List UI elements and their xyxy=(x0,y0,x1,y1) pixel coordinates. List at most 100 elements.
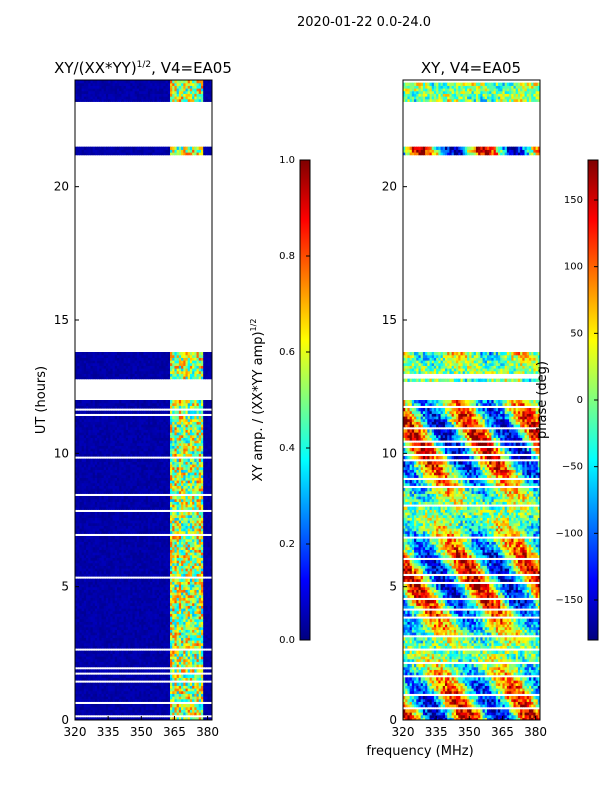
left-heatmap-cell xyxy=(128,650,131,654)
left-heatmap-cell xyxy=(176,677,180,681)
left-heatmap-cell xyxy=(145,528,149,532)
left-heatmap-cell xyxy=(176,685,180,689)
left-heatmap-cell xyxy=(110,490,114,494)
left-heatmap-cell xyxy=(189,602,193,606)
left-heatmap-cell xyxy=(75,568,78,572)
left-heatmap-cell xyxy=(108,602,111,606)
left-heatmap-cell xyxy=(194,712,198,716)
left-heatmap-cell xyxy=(141,554,145,558)
left-heatmap-cell xyxy=(125,653,129,657)
left-heatmap-cell xyxy=(205,546,209,550)
left-heatmap-cell xyxy=(167,693,171,697)
left-heatmap-cell xyxy=(174,525,178,529)
left-heatmap-cell xyxy=(174,482,178,486)
left-heatmap-cell xyxy=(163,525,167,529)
left-heatmap-cell xyxy=(198,677,202,681)
left-heatmap-cell xyxy=(83,586,87,590)
left-heatmap-cell xyxy=(139,552,142,556)
left-heatmap-cell xyxy=(181,682,184,686)
left-heatmap-cell xyxy=(114,480,118,484)
left-heatmap-cell xyxy=(75,674,78,678)
left-heatmap-cell xyxy=(170,618,173,622)
left-heatmap-cell xyxy=(114,618,118,622)
left-heatmap-cell xyxy=(97,501,100,505)
left-heatmap-cell xyxy=(79,629,83,633)
left-heatmap-cell xyxy=(125,712,129,716)
left-heatmap-cell xyxy=(130,520,134,524)
left-heatmap-cell xyxy=(183,525,187,529)
left-heatmap-cell xyxy=(97,525,100,529)
left-heatmap-cell xyxy=(154,600,158,604)
left-heatmap-cell xyxy=(185,706,189,710)
left-heatmap-cell xyxy=(165,504,169,508)
left-heatmap-cell xyxy=(165,517,169,521)
left-heatmap-cell xyxy=(112,669,116,673)
left-heatmap-cell xyxy=(79,589,83,593)
left-heatmap-cell xyxy=(189,626,193,630)
left-heatmap-cell xyxy=(147,640,151,644)
left-heatmap-cell xyxy=(150,712,153,716)
left-heatmap-cell xyxy=(170,696,173,700)
left-heatmap-cell xyxy=(134,717,138,720)
left-heatmap-cell xyxy=(119,501,123,505)
left-heatmap-cell xyxy=(90,704,94,708)
left-heatmap-cell xyxy=(121,597,125,601)
left-heatmap-cell xyxy=(143,549,147,553)
left-heatmap-cell xyxy=(116,549,120,553)
left-heatmap-cell xyxy=(143,650,147,654)
left-heatmap-cell xyxy=(79,645,83,649)
left-heatmap-cell xyxy=(112,477,116,481)
left-heatmap-cell xyxy=(207,656,211,660)
left-heatmap-cell xyxy=(110,597,114,601)
left-heatmap-cell xyxy=(116,605,120,609)
left-heatmap-cell xyxy=(141,626,145,630)
left-heatmap-cell xyxy=(172,498,176,502)
left-heatmap-cell xyxy=(176,698,180,702)
left-heatmap-cell xyxy=(145,544,149,548)
left-heatmap-cell xyxy=(94,658,98,662)
left-heatmap-cell xyxy=(200,496,204,500)
left-heatmap-cell xyxy=(134,632,138,636)
left-heatmap-cell xyxy=(205,568,209,572)
left-heatmap-cell xyxy=(90,650,94,654)
left-heatmap-cell xyxy=(119,664,123,668)
left-heatmap-cell xyxy=(81,490,85,494)
left-heatmap-cell xyxy=(209,586,212,590)
left-heatmap-cell xyxy=(196,653,200,657)
left-heatmap-cell xyxy=(147,584,151,588)
left-heatmap-cell xyxy=(141,573,145,577)
left-heatmap-cell xyxy=(141,653,145,657)
left-heatmap-cell xyxy=(119,522,123,526)
left-heatmap-cell xyxy=(130,490,134,494)
left-heatmap-cell xyxy=(86,546,89,550)
left-heatmap-cell xyxy=(156,498,160,502)
left-heatmap-cell xyxy=(145,602,149,606)
left-heatmap-cell xyxy=(152,637,156,641)
left-heatmap-cell xyxy=(181,645,184,649)
left-heatmap-cell xyxy=(94,610,98,614)
left-heatmap-cell xyxy=(172,525,176,529)
left-heatmap-cell xyxy=(185,504,189,508)
left-heatmap-cell xyxy=(92,589,96,593)
left-heatmap-cell xyxy=(114,693,118,697)
left-heatmap-cell xyxy=(205,485,209,489)
left-heatmap-cell xyxy=(116,536,120,540)
left-heatmap-cell xyxy=(130,477,134,481)
left-heatmap-cell xyxy=(178,525,182,529)
left-heatmap-cell xyxy=(172,637,176,641)
left-heatmap-cell xyxy=(141,562,145,566)
left-heatmap-cell xyxy=(90,709,94,713)
left-heatmap-cell xyxy=(99,554,103,558)
left-heatmap-cell xyxy=(205,514,209,518)
left-heatmap-cell xyxy=(181,594,184,598)
left-heatmap-cell xyxy=(192,589,195,593)
left-heatmap-cell xyxy=(128,578,131,582)
left-heatmap-cell xyxy=(203,485,206,489)
left-heatmap-cell xyxy=(123,674,127,678)
left-heatmap-cell xyxy=(181,530,184,534)
left-heatmap-cell xyxy=(194,538,198,542)
left-heatmap-cell xyxy=(183,490,187,494)
left-heatmap-cell xyxy=(103,613,107,617)
left-heatmap-cell xyxy=(170,656,173,660)
left-heatmap-cell xyxy=(119,520,123,524)
